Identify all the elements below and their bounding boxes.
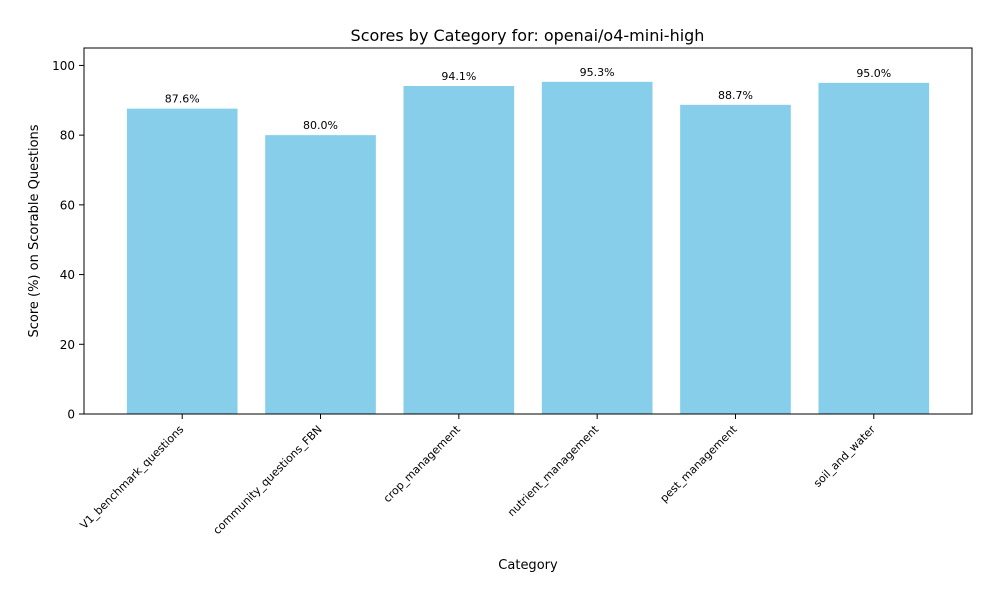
x-tick-label-nutrient_management: nutrient_management <box>505 422 602 519</box>
plot-frame <box>83 47 973 415</box>
bar-soil_and_water <box>818 82 930 415</box>
x-tick-label-pest_management: pest_management <box>658 422 740 504</box>
y-tick-label-40: 40 <box>60 268 75 282</box>
bar-nutrient_management <box>541 81 653 414</box>
x-tick-label-V1_benchmark_questions: V1_benchmark_questions <box>78 423 187 532</box>
x-axis: V1_benchmark_questions community_question… <box>78 414 878 537</box>
data-label-crop_management: 94.1% <box>441 70 476 83</box>
chart-title: Scores by Category for: openai/o4-mini-h… <box>351 26 705 45</box>
data-label-V1_benchmark_questions: 87.6% <box>165 93 200 106</box>
y-tick-label-60: 60 <box>60 198 75 212</box>
plot-area: 87.6% 80.0% 94.1% 95.3% 88.7% 95.0% 0 20 40 60 80… <box>52 47 973 537</box>
data-label-pest_management: 88.7% <box>718 89 753 102</box>
y-tick-label-20: 20 <box>60 338 75 352</box>
x-tick-label-soil_and_water: soil_and_water <box>811 423 878 490</box>
x-axis-label: Category <box>498 558 558 573</box>
bar-community_questions_FBN <box>265 135 376 414</box>
y-tick-label-0: 0 <box>67 408 75 422</box>
x-tick-label-community_questions_FBN: community_questions_FBN <box>211 423 325 537</box>
data-label-soil_and_water: 95.0% <box>856 67 891 80</box>
y-tick-label-100: 100 <box>52 59 75 73</box>
bars-group <box>126 81 930 415</box>
x-tick-label-crop_management: crop_management <box>381 422 464 505</box>
bar-V1_benchmark_questions <box>126 108 238 415</box>
data-label-community_questions_FBN: 80.0% <box>303 119 338 132</box>
data-labels-group: 87.6% 80.0% 94.1% 95.3% 88.7% 95.0% <box>165 66 892 132</box>
y-axis: 0 20 40 60 80 100 <box>52 59 84 422</box>
y-axis-label: Score (%) on Scorable Questions <box>27 124 42 337</box>
data-label-nutrient_management: 95.3% <box>580 66 615 79</box>
bar-crop_management <box>403 85 515 415</box>
y-tick-label-80: 80 <box>60 129 75 143</box>
bar-pest_management <box>680 104 791 414</box>
